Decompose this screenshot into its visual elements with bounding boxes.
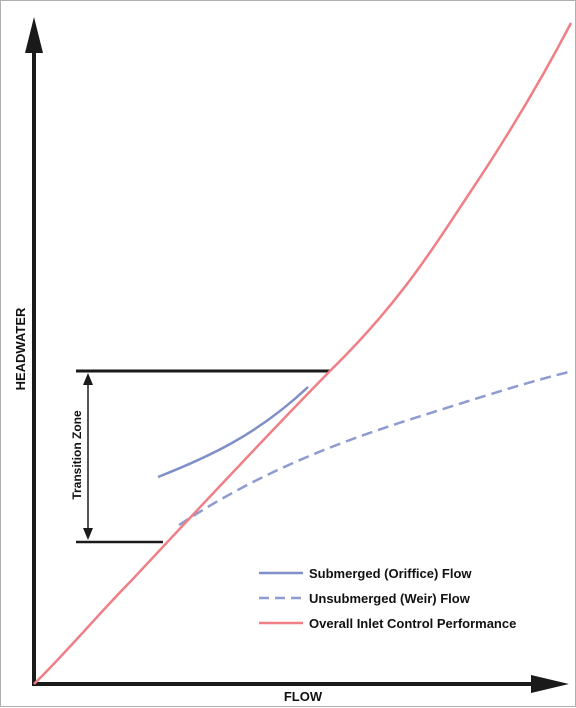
x-axis-label: FLOW bbox=[284, 689, 323, 704]
transition-arrow-up-icon bbox=[83, 373, 93, 385]
submerged-flow-curve bbox=[157, 386, 309, 479]
unsubmerged-flow-curve bbox=[178, 369, 574, 527]
legend-unsubmerged-label: Unsubmerged (Weir) Flow bbox=[309, 591, 471, 606]
y-axis-arrow-icon bbox=[25, 17, 43, 53]
y-axis-label: HEADWATER bbox=[13, 307, 28, 390]
transition-arrow-down-icon bbox=[83, 528, 93, 540]
legend: Submerged (Oriffice) Flow Unsubmerged (W… bbox=[259, 566, 516, 631]
overall-performance-curve bbox=[33, 22, 573, 685]
transition-zone-label: Transition Zone bbox=[70, 410, 84, 500]
legend-submerged-label: Submerged (Oriffice) Flow bbox=[309, 566, 472, 581]
x-axis-arrow-icon bbox=[531, 675, 569, 693]
legend-overall-label: Overall Inlet Control Performance bbox=[309, 616, 516, 631]
